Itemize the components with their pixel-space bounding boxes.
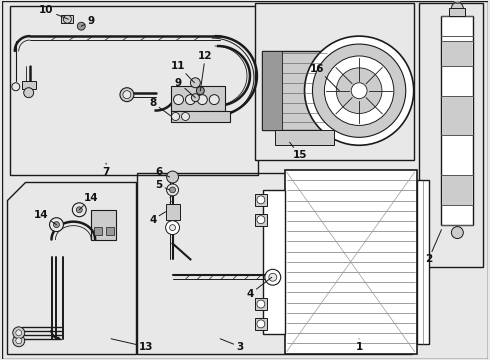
Text: 14: 14 bbox=[79, 193, 98, 210]
Text: 2: 2 bbox=[425, 230, 441, 264]
Polygon shape bbox=[7, 182, 136, 354]
Text: 15: 15 bbox=[290, 142, 307, 160]
Text: 5: 5 bbox=[155, 180, 170, 190]
Circle shape bbox=[324, 56, 394, 125]
Circle shape bbox=[63, 15, 72, 23]
Circle shape bbox=[269, 273, 277, 281]
Circle shape bbox=[120, 88, 134, 102]
Bar bbox=[442, 175, 472, 205]
Circle shape bbox=[192, 94, 199, 102]
Circle shape bbox=[12, 83, 20, 91]
Circle shape bbox=[257, 320, 265, 328]
Circle shape bbox=[185, 95, 196, 105]
Bar bbox=[275, 130, 334, 145]
Circle shape bbox=[451, 3, 464, 14]
Circle shape bbox=[49, 218, 63, 231]
Text: 16: 16 bbox=[310, 64, 339, 91]
Circle shape bbox=[257, 196, 265, 204]
Circle shape bbox=[16, 330, 22, 336]
Circle shape bbox=[173, 95, 183, 105]
Bar bbox=[255, 3, 414, 160]
Circle shape bbox=[24, 88, 34, 98]
Bar bbox=[106, 227, 114, 235]
Bar bbox=[94, 227, 102, 235]
Bar bbox=[171, 86, 225, 111]
Circle shape bbox=[196, 87, 204, 95]
Text: 9: 9 bbox=[81, 16, 95, 26]
Bar bbox=[285, 170, 416, 354]
Bar bbox=[137, 173, 412, 354]
Bar bbox=[255, 318, 267, 330]
Bar bbox=[255, 194, 267, 206]
Text: 10: 10 bbox=[39, 5, 69, 19]
Text: 11: 11 bbox=[172, 61, 195, 83]
Circle shape bbox=[197, 95, 207, 105]
Text: 9: 9 bbox=[175, 78, 196, 98]
Circle shape bbox=[170, 187, 175, 193]
Circle shape bbox=[451, 227, 464, 239]
Bar bbox=[262, 51, 329, 130]
Circle shape bbox=[452, 0, 462, 3]
Text: 4: 4 bbox=[246, 277, 272, 299]
Bar bbox=[171, 111, 230, 122]
Bar bbox=[416, 180, 429, 344]
Circle shape bbox=[181, 113, 190, 121]
Bar bbox=[166, 204, 179, 220]
Circle shape bbox=[170, 225, 175, 231]
Circle shape bbox=[167, 184, 178, 196]
Text: 13: 13 bbox=[111, 339, 153, 352]
Circle shape bbox=[209, 95, 219, 105]
Bar bbox=[10, 6, 258, 175]
Circle shape bbox=[313, 44, 406, 137]
Circle shape bbox=[123, 91, 131, 99]
Text: 14: 14 bbox=[34, 210, 56, 225]
Text: 8: 8 bbox=[149, 98, 172, 117]
Text: 1: 1 bbox=[355, 339, 363, 352]
Circle shape bbox=[53, 222, 59, 228]
Bar bbox=[441, 16, 473, 225]
Bar bbox=[418, 3, 483, 267]
Bar bbox=[442, 96, 472, 135]
Text: 4: 4 bbox=[149, 212, 166, 225]
Circle shape bbox=[305, 36, 414, 145]
Bar bbox=[449, 8, 466, 16]
Text: 6: 6 bbox=[155, 167, 170, 177]
Bar bbox=[91, 210, 116, 239]
Bar bbox=[255, 214, 267, 226]
Circle shape bbox=[77, 22, 85, 30]
Circle shape bbox=[191, 78, 200, 88]
Text: 3: 3 bbox=[220, 339, 244, 352]
Circle shape bbox=[336, 68, 382, 113]
Circle shape bbox=[172, 113, 179, 121]
Circle shape bbox=[257, 300, 265, 308]
Circle shape bbox=[13, 335, 24, 347]
Circle shape bbox=[265, 269, 281, 285]
Text: 12: 12 bbox=[198, 51, 213, 91]
Text: 7: 7 bbox=[102, 163, 110, 177]
Bar bbox=[262, 51, 282, 130]
Circle shape bbox=[13, 327, 24, 339]
Circle shape bbox=[73, 203, 86, 217]
Bar bbox=[263, 190, 285, 334]
Circle shape bbox=[166, 221, 179, 235]
Circle shape bbox=[257, 216, 265, 224]
Circle shape bbox=[167, 171, 178, 183]
Bar bbox=[61, 15, 74, 23]
Circle shape bbox=[351, 83, 367, 99]
Circle shape bbox=[76, 207, 82, 213]
Bar bbox=[255, 298, 267, 310]
Circle shape bbox=[16, 338, 22, 344]
Bar bbox=[22, 81, 36, 89]
Bar bbox=[442, 41, 472, 66]
